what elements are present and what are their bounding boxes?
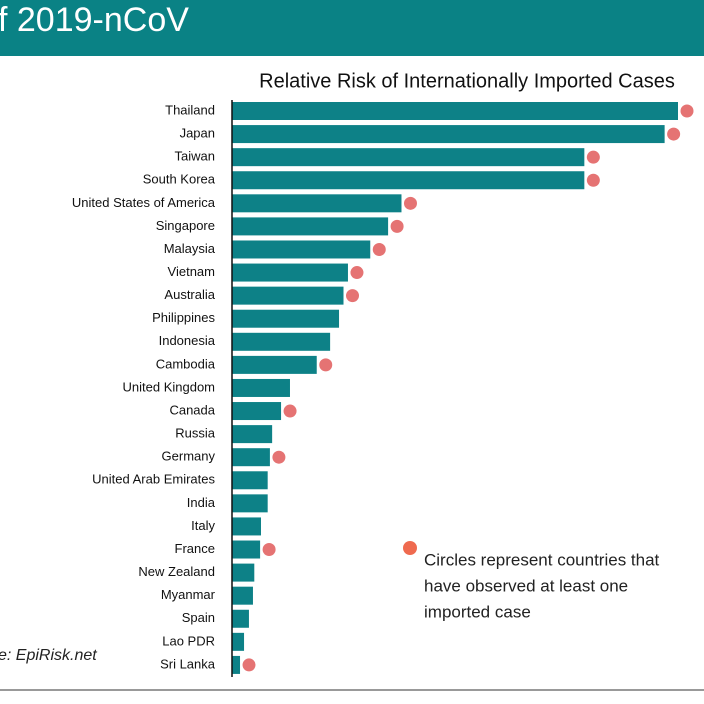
y-tick-label: France	[175, 541, 215, 556]
y-tick-label: Vietnam	[168, 264, 215, 279]
y-tick-label: United States of America	[72, 195, 216, 210]
y-tick-label: Taiwan	[175, 149, 215, 164]
bar	[232, 286, 344, 305]
legend-marker	[403, 541, 417, 555]
bar	[232, 540, 261, 559]
bar	[232, 609, 249, 628]
y-tick-label: Canada	[169, 402, 215, 417]
source: e: EpiRisk.net	[0, 647, 97, 664]
y-tick-label: Thailand	[165, 102, 215, 117]
bar	[232, 448, 270, 467]
observed-marker	[403, 196, 417, 210]
y-tick-label: Sri Lanka	[160, 656, 216, 671]
bar	[232, 217, 389, 236]
observed-marker	[262, 543, 276, 557]
legend-text: imported case	[424, 602, 531, 621]
y-tick-label: Australia	[164, 287, 215, 302]
observed-marker	[372, 242, 386, 256]
bar	[232, 332, 331, 351]
y-tick-label: Cambodia	[156, 356, 216, 371]
bar	[232, 632, 245, 651]
y-tick-label: India	[187, 495, 216, 510]
bar	[232, 425, 273, 444]
header-title: f 2019-nCoV	[0, 1, 189, 39]
observed-marker	[242, 658, 256, 672]
bar	[232, 402, 282, 421]
legend-text: have observed at least one	[424, 576, 628, 595]
y-tick-label: Russia	[175, 426, 216, 441]
y-tick-label: United Kingdom	[123, 379, 216, 394]
observed-marker	[586, 173, 600, 187]
observed-marker	[272, 450, 286, 464]
observed-marker	[586, 150, 600, 164]
observed-marker	[667, 127, 681, 141]
bar	[232, 586, 253, 605]
observed-marker	[346, 289, 359, 303]
y-tick-label: South Korea	[143, 172, 216, 187]
bar	[232, 309, 340, 328]
bar	[232, 471, 268, 490]
bar	[232, 517, 261, 536]
y-tick-label: Malaysia	[164, 241, 216, 256]
bar	[232, 494, 268, 513]
y-tick-label: Indonesia	[159, 333, 216, 348]
bar	[232, 378, 290, 397]
bar	[232, 102, 678, 120]
bar	[232, 655, 241, 674]
chart-title: Relative Risk of Internationally Importe…	[259, 70, 675, 92]
y-tick-label: Germany	[162, 449, 216, 464]
y-tick-label: Lao PDR	[162, 633, 215, 648]
header-band	[0, 0, 704, 56]
bar	[232, 355, 317, 374]
bar	[232, 240, 371, 259]
observed-marker	[283, 404, 297, 418]
observed-marker	[680, 104, 694, 118]
bar	[232, 125, 665, 144]
bar	[232, 194, 402, 213]
y-tick-label: United Arab Emirates	[92, 472, 215, 487]
bar	[232, 263, 348, 282]
bar	[232, 171, 585, 190]
observed-marker	[390, 219, 404, 233]
bar	[232, 148, 585, 167]
y-tick-label: Philippines	[152, 310, 215, 325]
legend-text: Circles represent countries that	[424, 550, 660, 569]
y-tick-label: Singapore	[156, 218, 215, 233]
bar	[232, 563, 255, 582]
y-tick-label: Spain	[182, 610, 215, 625]
y-tick-label: Japan	[180, 126, 215, 141]
y-tick-label: Myanmar	[161, 587, 216, 602]
y-tick-label: New Zealand	[138, 564, 215, 579]
observed-marker	[319, 358, 333, 372]
y-tick-label: Italy	[191, 518, 215, 533]
observed-marker	[350, 266, 364, 280]
